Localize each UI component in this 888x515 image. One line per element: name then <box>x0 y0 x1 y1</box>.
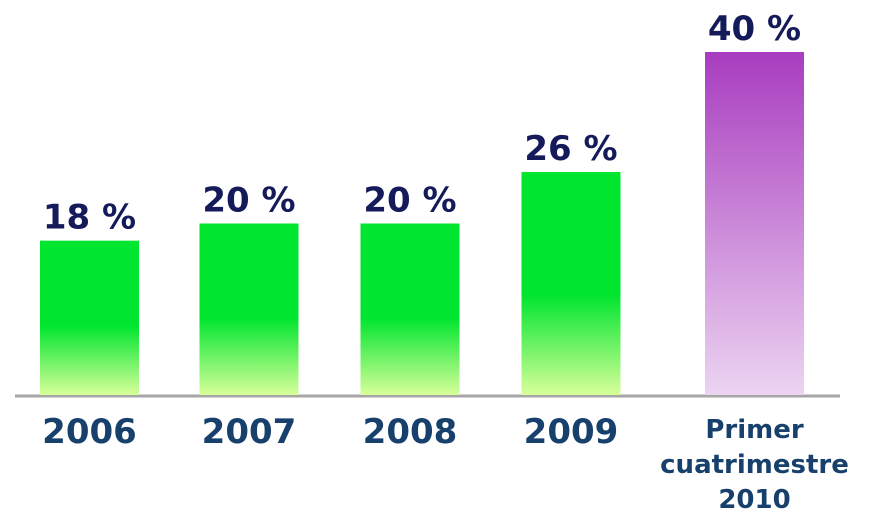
x-tick-label: Primer cuatrimestre 2010 <box>660 415 849 515</box>
value-label: 20 % <box>363 181 456 221</box>
bar <box>360 223 460 395</box>
x-tick-label: 2007 <box>202 412 297 452</box>
value-label: 18 % <box>43 198 136 238</box>
value-label: 20 % <box>202 181 295 221</box>
x-tick-label: 2008 <box>363 412 458 452</box>
x-tick-label: 2009 <box>524 412 619 452</box>
value-label: 26 % <box>524 129 617 169</box>
bar <box>521 172 621 395</box>
x-tick-label: 2006 <box>42 412 137 452</box>
bar <box>40 240 139 395</box>
bar <box>199 223 299 395</box>
value-label: 40 % <box>708 9 801 49</box>
bar <box>705 52 804 395</box>
